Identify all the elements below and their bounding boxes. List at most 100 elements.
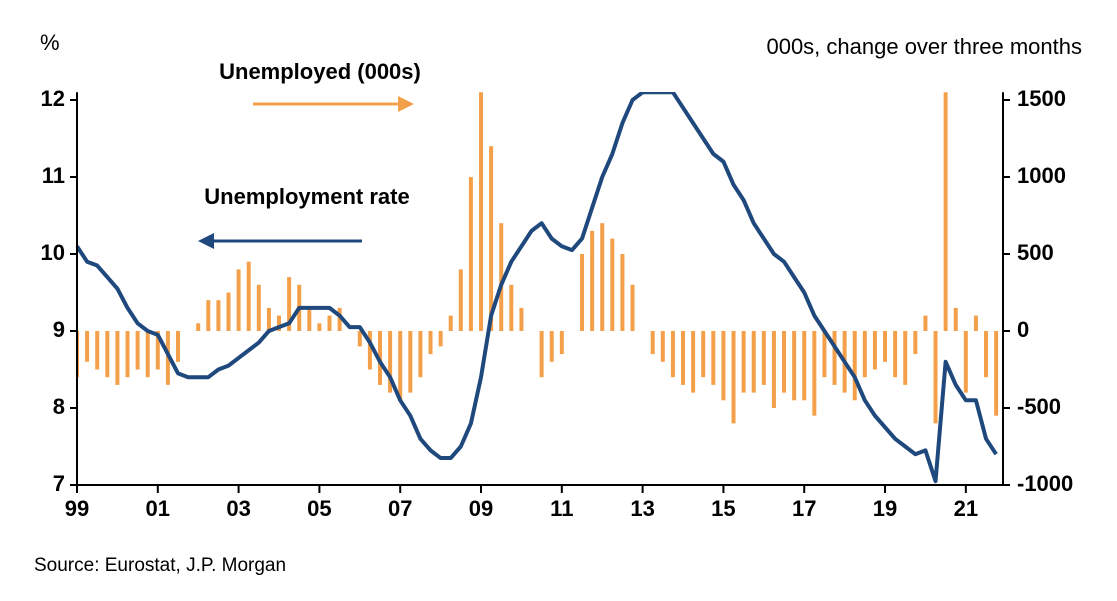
bar — [418, 331, 423, 378]
x-tick-label: 15 — [711, 496, 735, 521]
bar — [246, 261, 251, 331]
bar — [701, 331, 706, 378]
bar — [176, 331, 181, 362]
right-unit: 000s, change over three months — [766, 34, 1082, 59]
bar — [357, 331, 362, 347]
bar — [408, 331, 413, 393]
bar — [428, 331, 433, 355]
bar — [913, 331, 918, 355]
bar — [590, 230, 595, 331]
bar — [95, 331, 100, 370]
bar — [206, 300, 211, 331]
bar — [307, 307, 312, 331]
bar — [822, 331, 827, 378]
bar — [852, 331, 857, 401]
bar — [539, 331, 544, 378]
bar — [933, 331, 938, 424]
bar — [903, 331, 908, 385]
line-layer — [77, 92, 998, 484]
bar — [438, 331, 443, 347]
bar — [105, 331, 110, 378]
bar-arrowhead — [398, 96, 414, 112]
bar-layer — [77, 92, 999, 424]
bar — [256, 284, 261, 331]
bar — [226, 292, 231, 331]
bar — [155, 331, 160, 370]
bar — [499, 223, 504, 331]
bar — [812, 331, 817, 416]
y-tick-label: 12 — [41, 86, 65, 111]
bar — [468, 177, 473, 331]
x-tick-label: 03 — [226, 496, 250, 521]
bar — [458, 269, 463, 331]
bar — [519, 307, 524, 331]
x-tick-label: 99 — [65, 496, 89, 521]
bar — [761, 331, 766, 385]
bar-annotation: Unemployed (000s) — [219, 59, 421, 84]
bar — [963, 331, 968, 393]
bar — [317, 323, 322, 331]
bar — [236, 269, 241, 331]
bar — [85, 331, 90, 362]
x-tick-label: 09 — [469, 496, 493, 521]
bar — [448, 315, 453, 331]
bar — [711, 331, 716, 385]
y2-tick-label: 0 — [1017, 317, 1029, 342]
bar — [782, 331, 787, 393]
bar — [367, 331, 372, 370]
bar — [832, 331, 837, 385]
bar — [327, 315, 332, 331]
y-tick-label: 9 — [53, 317, 65, 342]
x-tick-label: 01 — [146, 496, 170, 521]
bar — [115, 331, 120, 385]
bar — [509, 284, 514, 331]
bar — [862, 331, 867, 378]
y-tick-label: 7 — [53, 471, 65, 496]
bar — [953, 307, 958, 331]
bar — [741, 331, 746, 393]
line — [77, 92, 998, 484]
bar — [650, 331, 655, 355]
y2-tick-label: 1000 — [1017, 163, 1066, 188]
bar — [751, 331, 756, 393]
bar — [691, 331, 696, 393]
bar — [388, 331, 393, 393]
bar — [802, 331, 807, 401]
bar — [620, 254, 625, 331]
bar — [721, 331, 726, 401]
bar — [984, 331, 989, 378]
bar — [670, 331, 675, 378]
bar — [973, 315, 978, 331]
bar — [559, 331, 564, 355]
bar — [145, 331, 150, 378]
x-tick-label: 05 — [307, 496, 331, 521]
y-tick-label: 11 — [42, 163, 65, 188]
bar — [549, 331, 554, 362]
x-tick-label: 17 — [792, 496, 816, 521]
bar — [398, 331, 403, 401]
bar — [872, 331, 877, 370]
bar — [883, 331, 888, 362]
bar — [731, 331, 736, 424]
bar — [771, 331, 776, 408]
bar — [135, 331, 140, 370]
y2-tick-label: 500 — [1017, 240, 1054, 265]
bar — [681, 331, 686, 385]
bar — [660, 331, 665, 362]
bar — [489, 146, 494, 331]
bar — [266, 307, 271, 331]
bar — [994, 331, 999, 416]
bar — [630, 284, 635, 331]
bar — [893, 331, 898, 378]
x-tick-label: 07 — [388, 496, 412, 521]
y2-tick-label: -500 — [1017, 394, 1061, 419]
y-tick-label: 8 — [53, 394, 65, 419]
bar — [287, 277, 292, 331]
line-arrowhead — [198, 233, 214, 249]
bar — [216, 300, 221, 331]
bar — [277, 315, 282, 331]
bar — [580, 254, 585, 331]
line-annotation: Unemployment rate — [204, 184, 409, 209]
